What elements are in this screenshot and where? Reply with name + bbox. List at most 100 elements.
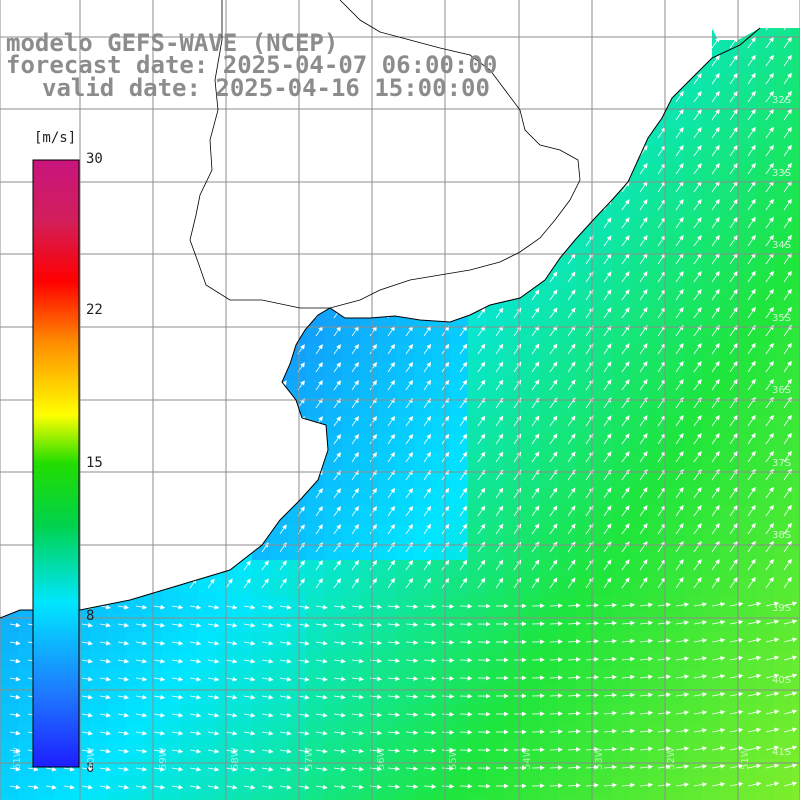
wind-arrow-icon: [658, 38, 665, 48]
wind-arrow-icon: [694, 56, 701, 66]
wind-arrow-icon: [424, 255, 431, 265]
wind-arrow-icon: [280, 219, 286, 228]
wind-arrow-icon: [370, 219, 377, 228]
wind-arrow-icon: [118, 147, 124, 156]
lat-label-34s: 34S: [772, 240, 791, 251]
wind-arrow-icon: [226, 543, 232, 552]
wind-arrow-icon: [136, 309, 142, 318]
wind-arrow-icon: [676, 20, 683, 30]
wind-arrow-icon: [154, 435, 160, 444]
wind-arrow-icon: [352, 291, 359, 300]
wind-arrow-icon: [10, 606, 20, 608]
wind-arrow-icon: [208, 345, 214, 354]
wind-arrow-icon: [316, 291, 322, 300]
wind-arrow-icon: [82, 328, 88, 336]
wind-arrow-icon: [262, 381, 268, 390]
wind-arrow-icon: [478, 110, 485, 120]
wind-arrow-icon: [478, 236, 485, 246]
colorbar: [33, 160, 79, 767]
wind-arrow-icon: [10, 94, 16, 102]
wind-arrow-icon: [370, 129, 377, 138]
wind-arrow-icon: [262, 219, 268, 228]
wind-arrow-icon: [316, 435, 322, 444]
wind-arrow-icon: [172, 273, 178, 282]
wind-arrow-icon: [262, 363, 268, 372]
wind-arrow-icon: [424, 111, 431, 121]
wind-arrow-icon: [10, 112, 16, 120]
wind-arrow-icon: [136, 363, 142, 372]
wind-arrow-icon: [388, 39, 395, 48]
wind-arrow-icon: [622, 110, 629, 120]
wind-arrow-icon: [424, 201, 431, 211]
wind-arrow-icon: [460, 38, 467, 48]
wind-arrow-icon: [514, 182, 521, 192]
wind-arrow-icon: [82, 346, 88, 354]
wind-arrow-icon: [550, 74, 557, 84]
wind-arrow-icon: [118, 489, 124, 498]
wind-arrow-icon: [550, 128, 557, 138]
wind-arrow-icon: [406, 165, 413, 174]
wind-arrow-icon: [136, 471, 142, 480]
wind-arrow-icon: [118, 309, 124, 318]
wind-arrow-icon: [154, 489, 160, 498]
wind-arrow-icon: [532, 218, 539, 228]
wind-arrow-icon: [424, 183, 431, 193]
wind-arrow-icon: [604, 20, 611, 30]
wind-arrow-icon: [172, 255, 178, 264]
wind-arrow-icon: [262, 327, 268, 336]
wind-arrow-icon: [388, 255, 395, 264]
wind-arrow-icon: [100, 256, 106, 265]
wind-arrow-icon: [262, 183, 268, 192]
wind-arrow-icon: [370, 309, 377, 318]
wind-arrow-icon: [658, 56, 665, 66]
wind-arrow-icon: [532, 56, 539, 66]
wind-arrow-icon: [82, 238, 88, 246]
wind-arrow-icon: [190, 435, 196, 444]
wind-arrow-icon: [100, 472, 106, 481]
wind-arrow-icon: [568, 20, 575, 30]
wind-arrow-icon: [280, 201, 286, 210]
wind-arrow-icon: [604, 110, 611, 120]
wind-arrow-icon: [550, 254, 557, 264]
wind-arrow-icon: [154, 345, 160, 354]
wind-arrow-icon: [100, 238, 106, 247]
wind-arrow-icon: [28, 112, 34, 120]
wind-arrow-icon: [640, 92, 647, 102]
wind-arrow-icon: [100, 202, 106, 211]
wind-arrow-icon: [352, 309, 359, 318]
wind-arrow-icon: [10, 436, 16, 444]
wind-arrow-icon: [136, 579, 142, 588]
wind-arrow-icon: [388, 129, 395, 138]
wind-arrow-icon: [118, 255, 124, 264]
wind-arrow-icon: [334, 219, 341, 228]
wind-arrow-icon: [352, 39, 359, 48]
wind-arrow-icon: [136, 237, 142, 246]
wind-arrow-icon: [226, 381, 232, 390]
wind-arrow-icon: [118, 525, 124, 534]
wind-arrow-icon: [10, 418, 16, 426]
wind-arrow-icon: [370, 39, 377, 48]
wind-arrow-icon: [136, 399, 142, 408]
wind-arrow-icon: [478, 218, 485, 228]
wind-arrow-icon: [154, 561, 160, 570]
wind-arrow-icon: [154, 417, 160, 426]
wind-arrow-icon: [208, 489, 214, 498]
wind-arrow-icon: [82, 220, 88, 228]
wind-arrow-icon: [496, 20, 503, 30]
wind-arrow-icon: [406, 147, 413, 156]
wind-arrow-icon: [334, 147, 341, 156]
wind-arrow-icon: [190, 507, 196, 516]
wind-arrow-icon: [280, 363, 286, 372]
wind-arrow-icon: [172, 507, 178, 516]
wind-arrow-icon: [406, 201, 413, 210]
wind-arrow-icon: [226, 147, 232, 156]
wind-arrow-icon: [604, 38, 611, 48]
wind-arrow-icon: [82, 256, 88, 264]
wind-arrow-icon: [172, 453, 178, 462]
wind-arrow-icon: [82, 580, 88, 588]
wind-arrow-icon: [334, 111, 341, 120]
wind-arrow-icon: [406, 129, 413, 138]
wind-arrow-icon: [370, 147, 377, 156]
wind-arrow-icon: [622, 56, 629, 66]
wind-arrow-icon: [100, 562, 106, 571]
